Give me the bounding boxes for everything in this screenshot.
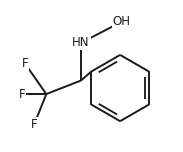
Text: F: F bbox=[19, 88, 26, 101]
Text: OH: OH bbox=[113, 15, 131, 28]
Text: F: F bbox=[31, 118, 38, 131]
Text: HN: HN bbox=[72, 36, 90, 49]
Text: F: F bbox=[22, 57, 29, 70]
